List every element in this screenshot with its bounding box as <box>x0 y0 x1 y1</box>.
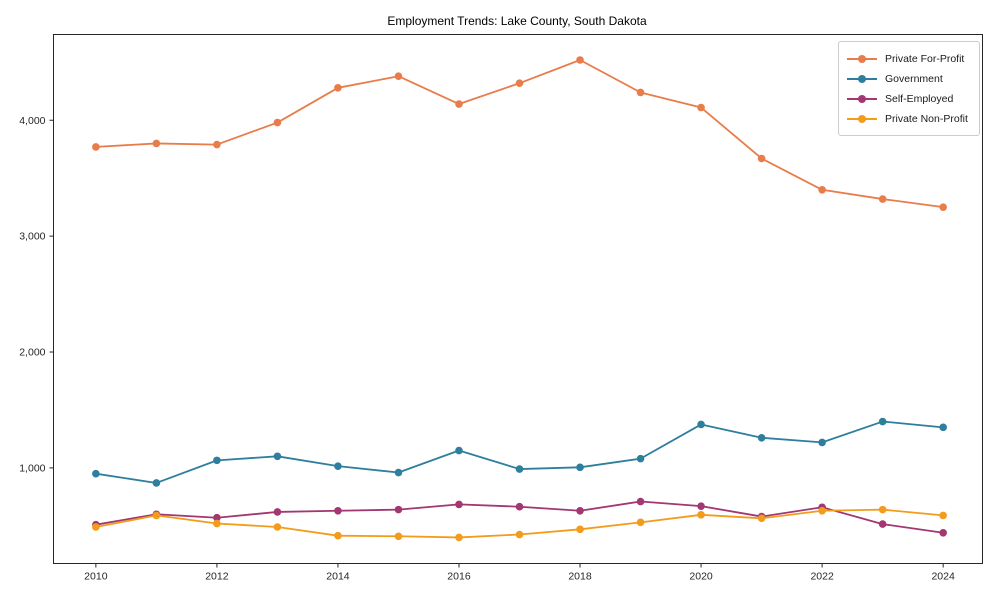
legend-entry-self-employed: Self-Employed <box>847 89 971 109</box>
plot-frame <box>53 34 983 564</box>
y-tick-label: 3,000 <box>19 231 45 243</box>
legend-marker-private-non-profit-icon <box>847 115 877 123</box>
legend-marker-self-employed-icon <box>847 95 877 103</box>
data-point <box>213 519 221 528</box>
data-point <box>273 118 282 127</box>
data-point <box>576 506 584 515</box>
legend-marker-government-icon <box>847 75 877 83</box>
data-point <box>334 462 342 470</box>
data-point <box>757 433 766 442</box>
legend-entry-private-for-profit: Private For-Profit <box>847 49 971 69</box>
data-point <box>334 531 342 540</box>
y-tick-label: 1,000 <box>19 462 45 474</box>
data-point <box>334 84 342 92</box>
data-point <box>878 505 887 514</box>
data-point <box>394 505 403 514</box>
data-point <box>334 506 342 515</box>
y-axis: 1,000 2,000 3,000 4,000 <box>19 115 54 474</box>
data-point <box>757 514 766 523</box>
data-point <box>515 465 524 473</box>
data-point <box>455 533 463 542</box>
data-point <box>818 506 826 515</box>
data-point <box>939 511 947 520</box>
data-point <box>697 103 705 112</box>
x-tick-label: 2012 <box>205 571 229 583</box>
data-point <box>576 463 584 472</box>
data-point <box>394 72 403 81</box>
data-point <box>697 511 705 519</box>
data-point <box>878 520 887 528</box>
data-point <box>878 195 887 203</box>
data-point <box>878 417 887 426</box>
legend-label-private-non-profit: Private Non-Profit <box>885 113 968 125</box>
series-line <box>95 420 944 484</box>
data-point <box>939 203 947 211</box>
data-point <box>515 79 524 87</box>
legend-label-self-employed: Self-Employed <box>885 93 954 105</box>
data-point <box>273 523 282 531</box>
legend-label-government: Government <box>885 73 943 85</box>
legend-marker-private-for-profit-icon <box>847 55 877 63</box>
data-point <box>515 502 524 511</box>
data-point <box>152 139 161 148</box>
data-point <box>273 508 282 516</box>
data-point <box>213 140 221 149</box>
data-point <box>697 420 705 429</box>
data-point <box>757 154 766 163</box>
series-government <box>92 417 947 487</box>
data-point <box>515 530 524 539</box>
data-point <box>152 511 161 520</box>
x-tick-label: 2022 <box>810 571 834 583</box>
chart-title: Employment Trends: Lake County, South Da… <box>387 14 647 28</box>
series-private-for-profit <box>92 56 947 211</box>
x-tick-label: 2010 <box>84 571 108 583</box>
data-point <box>818 185 826 194</box>
x-axis: 2010 2012 2014 2016 2018 2020 2022 2024 <box>84 563 955 583</box>
data-point <box>818 438 826 447</box>
y-tick-label: 4,000 <box>19 115 45 127</box>
data-point <box>939 528 947 537</box>
data-point <box>92 523 100 531</box>
legend-entry-government: Government <box>847 69 971 89</box>
data-point <box>939 423 947 432</box>
data-point <box>636 518 645 527</box>
series-private-non-profit <box>92 505 947 542</box>
data-point <box>394 468 403 477</box>
data-point <box>213 513 221 522</box>
data-point <box>152 479 161 487</box>
data-point <box>636 497 645 506</box>
y-tick-label: 2,000 <box>19 347 45 359</box>
data-point <box>636 454 645 463</box>
data-point <box>394 532 403 541</box>
legend: Private For-Profit Government Self-Emplo… <box>838 41 980 136</box>
x-tick-label: 2014 <box>326 571 350 583</box>
x-tick-label: 2018 <box>568 571 592 583</box>
legend-label-private-for-profit: Private For-Profit <box>885 53 965 65</box>
data-point <box>576 56 584 64</box>
data-point <box>455 500 463 509</box>
data-point <box>576 525 584 534</box>
x-tick-label: 2020 <box>689 571 713 583</box>
data-point <box>92 469 100 478</box>
x-tick-label: 2024 <box>931 571 955 583</box>
data-point <box>213 456 221 465</box>
data-point <box>92 143 100 151</box>
data-point <box>636 88 645 97</box>
data-point <box>273 452 282 461</box>
x-tick-label: 2016 <box>447 571 471 583</box>
data-point <box>455 100 463 108</box>
data-point <box>697 502 705 510</box>
legend-entry-private-non-profit: Private Non-Profit <box>847 109 971 129</box>
data-point <box>455 446 463 455</box>
